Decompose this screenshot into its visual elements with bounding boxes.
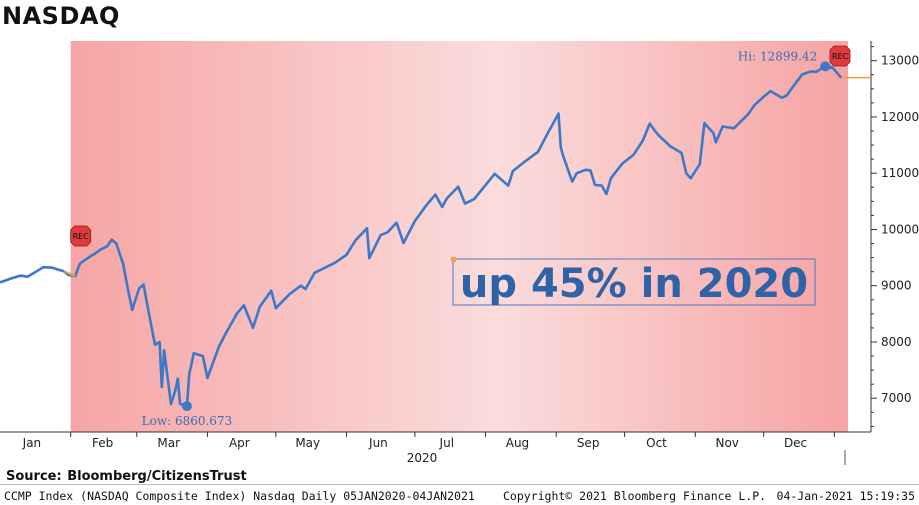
x-tick-label: Apr bbox=[229, 436, 250, 450]
low-label: Low: 6860.673 bbox=[142, 414, 233, 428]
low-marker bbox=[181, 401, 192, 412]
annotation-handle bbox=[451, 257, 456, 262]
chart-title: NASDAQ bbox=[2, 2, 120, 30]
x-tick-label: Jul bbox=[439, 436, 454, 450]
x-axis: Jan Feb Mar Apr May Jun Jul Aug Sep Oct Nov Dec 2020 bbox=[0, 431, 871, 465]
y-axis: 7000 8000 9000 10000 11000 12000 13000 bbox=[870, 41, 919, 432]
footer-bar: CCMP Index (NASDAQ Composite Index) Nasd… bbox=[0, 484, 919, 505]
y-tick-label: 8000 bbox=[881, 335, 912, 349]
recession-shade bbox=[70, 41, 848, 432]
x-tick-label: Nov bbox=[715, 436, 738, 450]
x-tick-label: May bbox=[295, 436, 320, 450]
x-tick-label: Aug bbox=[506, 436, 529, 450]
y-tick-label: 7000 bbox=[881, 391, 912, 405]
high-marker bbox=[820, 61, 831, 72]
y-tick-label: 13000 bbox=[881, 54, 919, 68]
period-start-accent bbox=[63, 270, 76, 278]
rec-flag-start: REC bbox=[70, 225, 92, 247]
y-tick-label: 9000 bbox=[881, 279, 912, 293]
annotation-box bbox=[452, 258, 816, 306]
x-tick-label: Dec bbox=[784, 436, 807, 450]
rec-flag-label: REC bbox=[832, 52, 849, 61]
nasdaq-line-chart: Jan Feb Mar Apr May Jun Jul Aug Sep Oct Nov Dec 2020… bbox=[0, 41, 919, 465]
y-tick-label: 11000 bbox=[881, 166, 919, 180]
x-year-label: 2020 bbox=[407, 451, 438, 465]
x-tick-label: Jun bbox=[368, 436, 388, 450]
footer-copyright: Copyright© 2021 Bloomberg Finance L.P. bbox=[503, 489, 767, 503]
rec-flag-shape bbox=[829, 45, 851, 67]
y-tick-label: 12000 bbox=[881, 110, 919, 124]
x-tick-label: Mar bbox=[157, 436, 180, 450]
x-tick-label: Jan bbox=[22, 436, 42, 450]
y-tick-label: 10000 bbox=[881, 222, 919, 236]
footer-security-info: CCMP Index (NASDAQ Composite Index) Nasd… bbox=[4, 489, 475, 503]
recession-flags: REC REC bbox=[63, 45, 851, 278]
rec-flag-shape bbox=[70, 225, 92, 247]
chart-annotation: up 45% in 2020 bbox=[451, 257, 816, 307]
hi-low-markers: Hi: 12899.42 Low: 6860.673 bbox=[142, 49, 831, 428]
source-note: Source: Bloomberg/CitizensTrust bbox=[6, 469, 247, 484]
x-tick-label: Feb bbox=[92, 436, 113, 450]
footer-timestamp: 04-Jan-2021 15:19:35 bbox=[776, 489, 915, 503]
rec-flag-label: REC bbox=[73, 232, 90, 241]
annotation-text: up 45% in 2020 bbox=[460, 261, 808, 307]
x-tick-label: Sep bbox=[577, 436, 600, 450]
series-line bbox=[0, 65, 843, 408]
rec-flag-end: REC bbox=[829, 45, 851, 67]
high-label: Hi: 12899.42 bbox=[738, 49, 817, 63]
x-tick-label: Oct bbox=[646, 436, 667, 450]
